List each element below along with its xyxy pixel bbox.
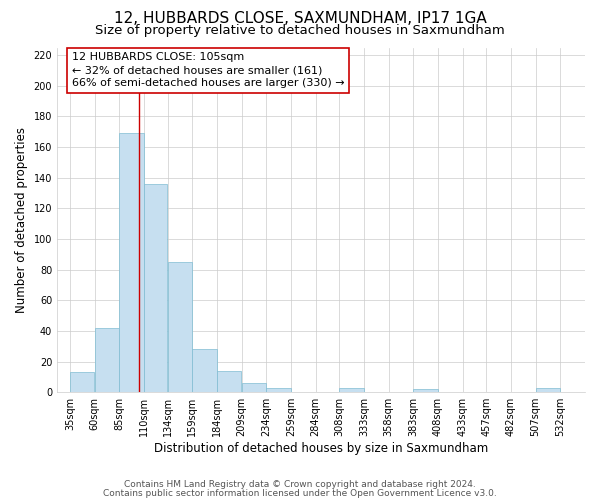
Bar <box>242 383 266 392</box>
Bar <box>144 184 167 392</box>
Bar <box>119 134 144 392</box>
Bar <box>70 372 94 392</box>
Bar <box>536 388 560 392</box>
Bar <box>95 328 119 392</box>
Bar <box>413 389 438 392</box>
Bar <box>340 388 364 392</box>
Bar <box>193 350 217 392</box>
Bar <box>168 262 192 392</box>
X-axis label: Distribution of detached houses by size in Saxmundham: Distribution of detached houses by size … <box>154 442 488 455</box>
Text: Contains HM Land Registry data © Crown copyright and database right 2024.: Contains HM Land Registry data © Crown c… <box>124 480 476 489</box>
Text: Contains public sector information licensed under the Open Government Licence v3: Contains public sector information licen… <box>103 488 497 498</box>
Text: Size of property relative to detached houses in Saxmundham: Size of property relative to detached ho… <box>95 24 505 37</box>
Text: 12 HUBBARDS CLOSE: 105sqm
← 32% of detached houses are smaller (161)
66% of semi: 12 HUBBARDS CLOSE: 105sqm ← 32% of detac… <box>72 52 344 88</box>
Text: 12, HUBBARDS CLOSE, SAXMUNDHAM, IP17 1GA: 12, HUBBARDS CLOSE, SAXMUNDHAM, IP17 1GA <box>113 11 487 26</box>
Y-axis label: Number of detached properties: Number of detached properties <box>15 127 28 313</box>
Bar <box>266 388 291 392</box>
Bar <box>217 371 241 392</box>
